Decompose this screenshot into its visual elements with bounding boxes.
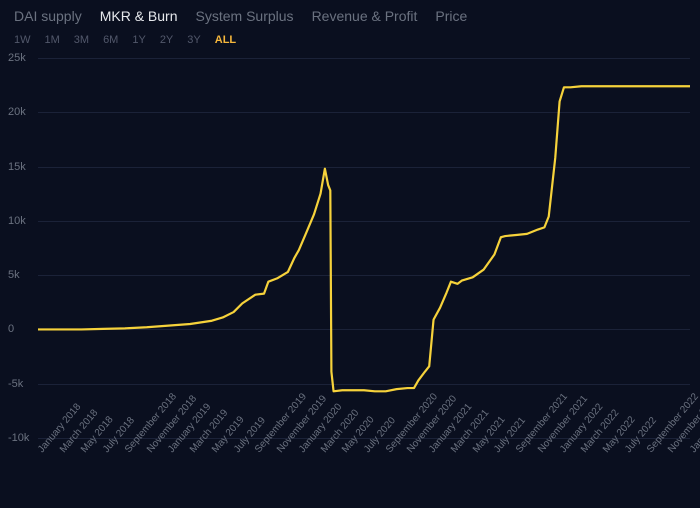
range-6m[interactable]: 6M [103, 34, 118, 46]
range-label: 1Y [132, 34, 145, 46]
range-label: 3M [74, 34, 89, 46]
chart-panel: DAI supply MKR & Burn System Surplus Revenu… [0, 0, 700, 508]
tab-label: System Surplus [196, 8, 294, 24]
y-tick-label: 15k [8, 161, 26, 173]
tab-price[interactable]: Price [435, 8, 467, 24]
tab-label: MKR & Burn [100, 8, 178, 24]
y-tick-label: 25k [8, 52, 26, 64]
y-tick-label: 0 [8, 323, 14, 335]
y-tick-label: 20k [8, 106, 26, 118]
tab-label: Revenue & Profit [312, 8, 418, 24]
range-label: 3Y [187, 34, 200, 46]
range-3m[interactable]: 3M [74, 34, 89, 46]
range-1w[interactable]: 1W [14, 34, 31, 46]
time-range-selector: 1W 1M 3M 6M 1Y 2Y 3Y ALL [0, 28, 700, 54]
tab-mkr-burn[interactable]: MKR & Burn [100, 8, 178, 24]
y-tick-label: 5k [8, 269, 20, 281]
range-label: 6M [103, 34, 118, 46]
range-label: 1M [45, 34, 60, 46]
tab-dai-supply[interactable]: DAI supply [14, 8, 82, 24]
y-tick-label: -10k [8, 432, 29, 444]
tab-label: Price [435, 8, 467, 24]
series-mkr-burn [38, 86, 690, 391]
line-chart [38, 58, 690, 438]
tab-revenue-profit[interactable]: Revenue & Profit [312, 8, 418, 24]
range-label: 2Y [160, 34, 173, 46]
y-tick-label: -5k [8, 378, 23, 390]
chart-area: 25k20k15k10k5k0-5k-10k January 2018March… [0, 58, 700, 508]
range-label: ALL [215, 34, 236, 46]
range-1y[interactable]: 1Y [132, 34, 145, 46]
range-1m[interactable]: 1M [45, 34, 60, 46]
range-3y[interactable]: 3Y [187, 34, 200, 46]
tab-system-surplus[interactable]: System Surplus [196, 8, 294, 24]
metric-tabs: DAI supply MKR & Burn System Surplus Revenu… [0, 0, 700, 28]
range-all[interactable]: ALL [215, 34, 236, 46]
range-label: 1W [14, 34, 31, 46]
tab-label: DAI supply [14, 8, 82, 24]
y-tick-label: 10k [8, 215, 26, 227]
range-2y[interactable]: 2Y [160, 34, 173, 46]
